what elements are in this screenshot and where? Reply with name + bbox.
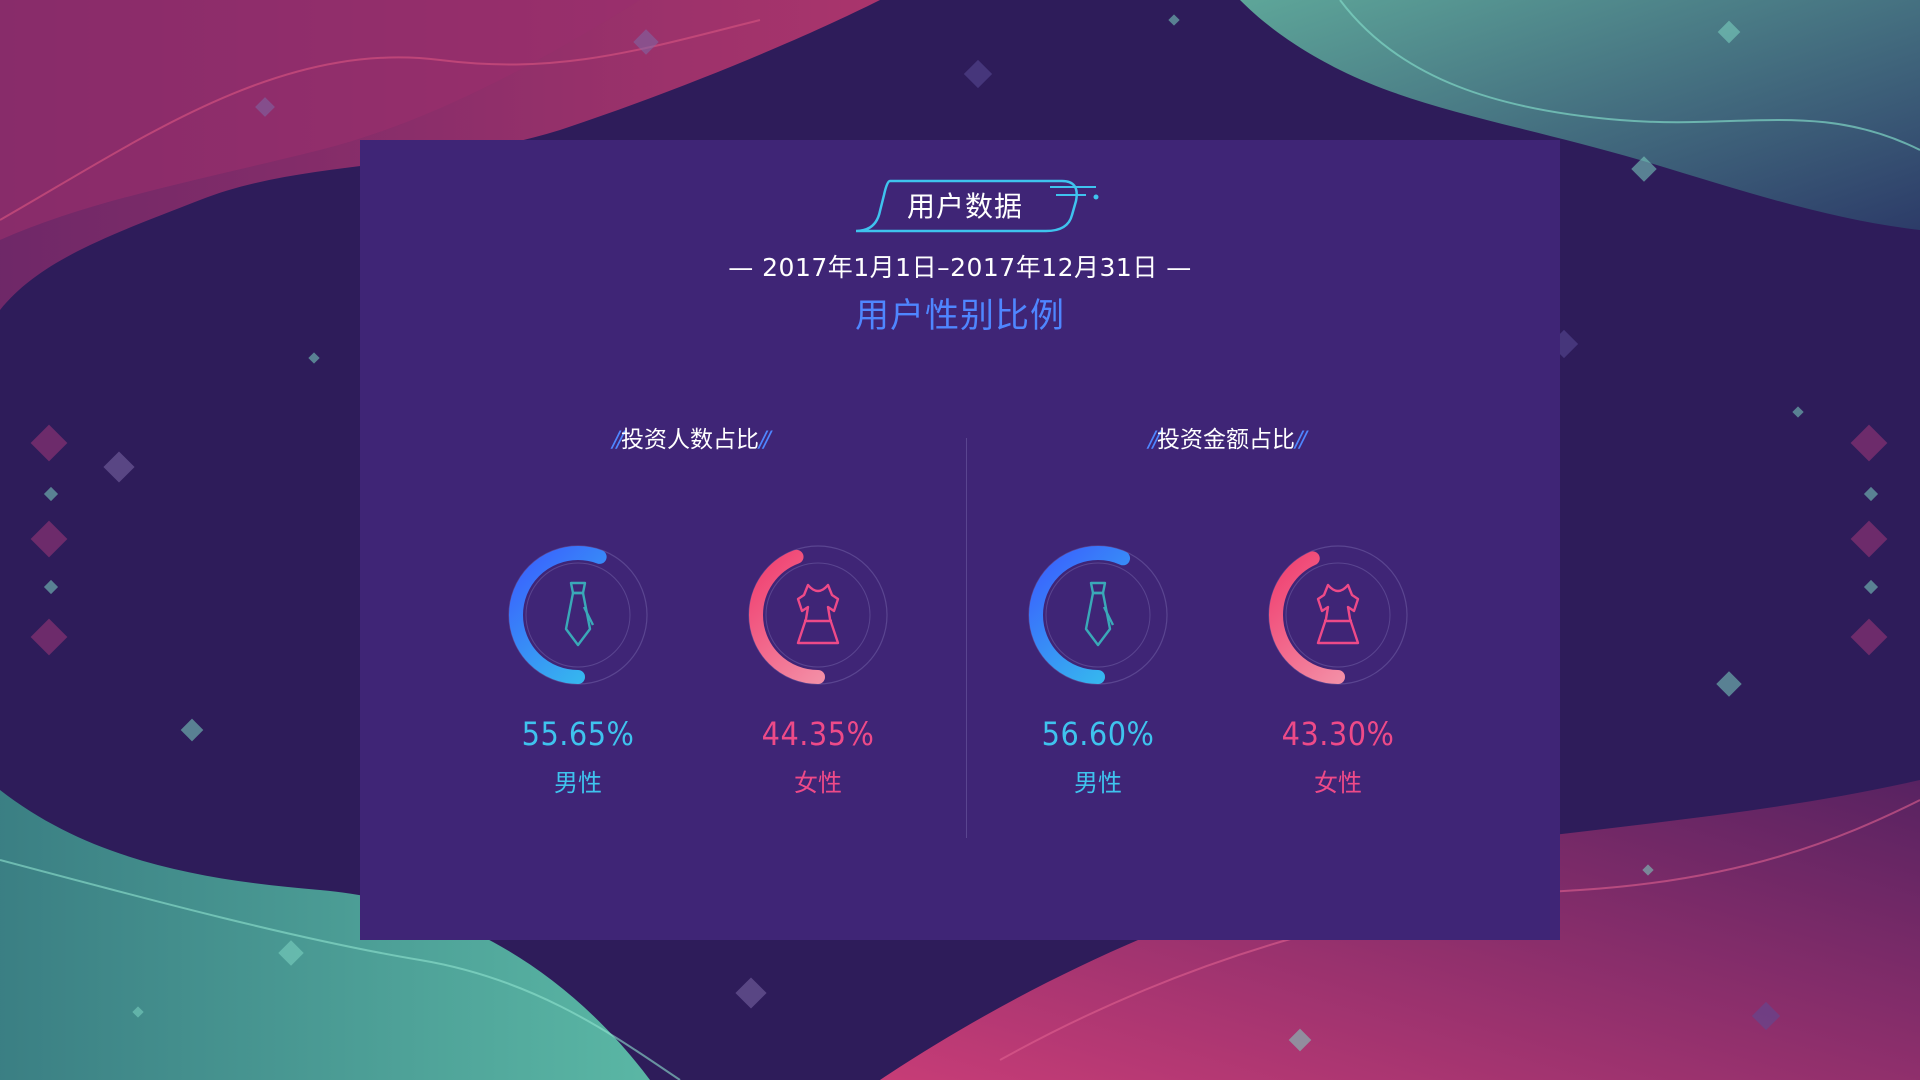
- necktie-icon: [564, 581, 595, 647]
- category-label-male: 男性: [554, 769, 602, 797]
- slash-deco-icon: //: [759, 428, 771, 453]
- section-title-text: 投资金额占比: [1157, 427, 1295, 453]
- male-donut: [1018, 535, 1178, 695]
- slash-deco-icon: //: [1295, 428, 1307, 453]
- dress-icon: [796, 583, 840, 645]
- male-donut: [498, 535, 658, 695]
- data-label-male: 56.60%: [1041, 715, 1155, 753]
- category-label-male: 男性: [1074, 769, 1122, 797]
- data-label-male: 55.65%: [521, 715, 635, 753]
- chart-subtitle: 用户性别比例: [855, 296, 1065, 336]
- donut-svg: [1028, 545, 1168, 685]
- badge-outline-icon: [855, 179, 1099, 233]
- donut-svg: [748, 545, 888, 685]
- donut-arc-female: [1269, 546, 1407, 684]
- donut-svg: [508, 545, 648, 685]
- date-range: — 2017年1月1日–2017年12月31日 —: [728, 253, 1192, 282]
- female-donut: [738, 535, 898, 695]
- section-title-investment-amount: //投资金额占比//: [1046, 420, 1406, 454]
- donut-inner-track: [525, 562, 631, 668]
- section-title-investor-count: //投资人数占比//: [510, 420, 870, 454]
- donut-arc-male: [1029, 546, 1167, 684]
- category-label-female: 女性: [1314, 769, 1362, 797]
- necktie-icon: [1084, 581, 1115, 647]
- section-divider: [966, 438, 967, 838]
- data-label-female: 43.30%: [1281, 715, 1395, 753]
- donut-arc-female: [749, 546, 887, 684]
- page-title: 用户数据: [906, 190, 1023, 223]
- slash-deco-icon: //: [612, 428, 624, 453]
- donut-inner-track: [1045, 562, 1151, 668]
- data-label-female: 44.35%: [761, 715, 875, 753]
- slash-deco-icon: //: [1148, 428, 1160, 453]
- donut-inner-track: [1285, 562, 1391, 668]
- section-title-text: 投资人数占比: [621, 427, 759, 453]
- title-badge: 用户数据: [850, 175, 1100, 240]
- donut-arc-male: [509, 546, 647, 684]
- donut-inner-track: [765, 562, 871, 668]
- content-panel: [360, 140, 1560, 940]
- category-label-female: 女性: [794, 769, 842, 797]
- dress-icon: [1316, 583, 1360, 645]
- donut-svg: [1268, 545, 1408, 685]
- female-donut: [1258, 535, 1418, 695]
